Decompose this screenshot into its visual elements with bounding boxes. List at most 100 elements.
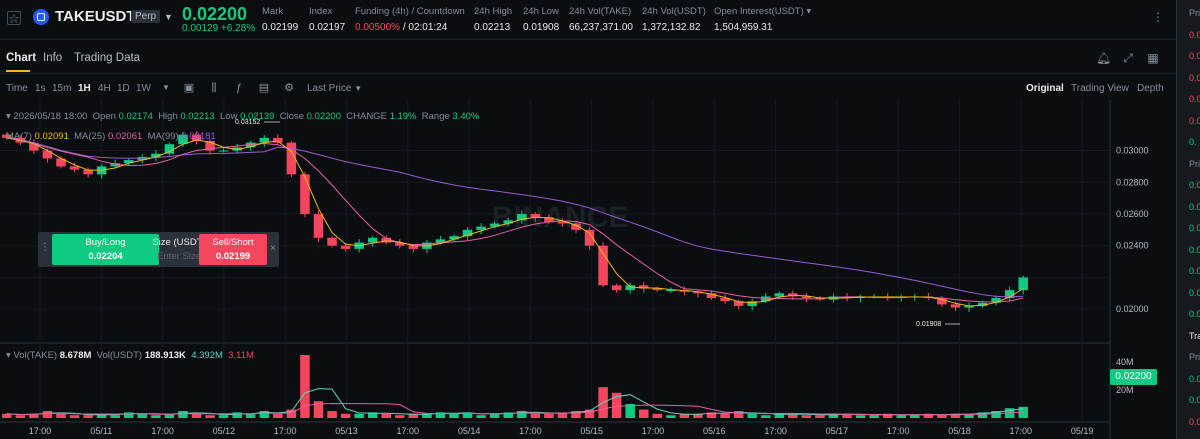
volume-bar (747, 413, 757, 418)
volume-bar (232, 412, 242, 418)
volume-bar (422, 413, 432, 418)
more-vertical-icon[interactable]: ⋮ (1152, 10, 1164, 24)
volume-bar (273, 413, 283, 418)
sell-short-button[interactable]: Sell/Short 0.02199 (199, 234, 267, 265)
orderbook-row: 0.0 (1189, 201, 1200, 212)
volume-bar (178, 411, 188, 418)
drag-handle-icon[interactable]: ⋮⋮ (40, 242, 60, 253)
orderbook-row: Tra (1189, 330, 1200, 341)
candle-body (530, 213, 541, 218)
axes: 0.03000 0.02800 0.02600 0.02400 0.02000 40M 20… (29, 146, 1149, 436)
orderbook-row: 0.0 (1189, 72, 1200, 83)
volume-bar (801, 415, 812, 418)
volume-bar (977, 412, 988, 418)
candle-body (747, 301, 757, 306)
candle-body (313, 213, 324, 238)
price-type-select[interactable]: Last Price ▼ (307, 83, 363, 94)
candle-body (110, 163, 120, 167)
volume-bar (110, 415, 120, 418)
orderbook-row: Pri (1189, 8, 1200, 18)
candle-body (286, 142, 297, 175)
orderbook-row: 0.0 (1189, 266, 1200, 276)
candle-body (151, 153, 161, 157)
candle-type-icon[interactable]: ⫼ (211, 82, 217, 94)
bullet-icon: ▾ (6, 350, 11, 361)
bell-icon[interactable]: 🔔︎ (1096, 51, 1112, 65)
candle-body (950, 304, 961, 308)
stat-open-interest[interactable]: Open Interest(USDT) ▾ 1,504,959.31 (714, 6, 811, 33)
chart-toolbar: Time 1s 15m 1H 4H 1D 1W ▼ ▣ ⫼ ƒ ▤ ⚙ Last… (0, 78, 1176, 100)
interval-1h[interactable]: 1H (78, 83, 91, 94)
size-placeholder[interactable]: Enter Size (157, 251, 201, 262)
candle-body (29, 142, 39, 151)
symbol-dropdown-chevron-icon[interactable]: ▼ (164, 12, 173, 22)
volume-bar (354, 413, 364, 418)
tab-info[interactable]: Info (43, 52, 63, 64)
orderbook-row: Pri (1189, 158, 1200, 169)
drawing-tools-icon[interactable]: ▤ (258, 82, 270, 94)
layout-grid-icon[interactable]: ▦ (1147, 51, 1159, 65)
size-input[interactable]: Size (USDT) Enter Size (152, 234, 205, 265)
funding-rate: 0.00500% (355, 22, 401, 33)
tab-trading-data[interactable]: Trading Data (74, 52, 141, 64)
stat-24h-vol-usdt: 24h Vol(USDT) 1,372,132.82 (642, 6, 706, 33)
volume-bar (300, 355, 310, 418)
tab-chart[interactable]: Chart (6, 52, 37, 64)
candle-body (259, 137, 270, 143)
buy-long-button[interactable]: Buy/Long 0.02204 (52, 234, 159, 265)
interval-15m[interactable]: 15m (52, 83, 72, 94)
orderbook-panel-edge: Pri 0.0 0.0 0.0 0.0 0.0 0. Pri 0.0 0.0 0.0 0.0 0.0 0.… (1176, 0, 1200, 439)
orderbook-row: 0.0 (1189, 287, 1200, 298)
interval-1w[interactable]: 1W (136, 83, 151, 94)
interval-4h[interactable]: 4H (98, 83, 111, 94)
stat-funding[interactable]: Funding (4h) / Countdown 0.00500% / 02:0… (355, 6, 465, 33)
expand-icon[interactable]: ⤢ (1123, 51, 1133, 65)
candlestick-chart[interactable]: BINANCE 0.03000 0.02800 0.02600 0.02400 0.02… (0, 100, 1176, 439)
candle-body (381, 237, 391, 243)
watermark: BINANCE (492, 201, 629, 234)
chart-area[interactable]: BINANCE 0.03000 0.02800 0.02600 0.02400 0.02… (0, 100, 1176, 439)
volume-bar (286, 409, 297, 418)
volume-bar (83, 415, 93, 418)
volume-bar (693, 413, 703, 418)
time-tick-label: 05/13 (335, 426, 358, 436)
view-depth[interactable]: Depth (1137, 83, 1164, 94)
volume-bar (29, 413, 39, 418)
stat-value: 0.00500% / 02:01:24 (355, 22, 465, 33)
calendar-icon[interactable]: ▣ (183, 82, 195, 94)
interval-dropdown-icon[interactable]: ▼ (162, 83, 170, 92)
volume-bar (137, 413, 148, 418)
interval-1d[interactable]: 1D (117, 83, 130, 94)
volume-bar (666, 415, 676, 418)
orderbook-row: 0.0 (1189, 94, 1200, 104)
indicators-icon[interactable]: ƒ (235, 82, 243, 94)
candle-body (760, 296, 771, 302)
orderbook-row: 0. (1189, 137, 1197, 147)
volume-bar (2, 413, 12, 418)
favorite-star-icon[interactable]: ☆ (7, 11, 21, 26)
volume-bar (327, 411, 337, 418)
interval-1s[interactable]: 1s (35, 83, 46, 94)
stat-label: 24h High (474, 6, 513, 17)
time-tick-label: 05/19 (1071, 426, 1094, 436)
candle-body (56, 158, 66, 167)
view-original[interactable]: Original (1026, 83, 1064, 94)
settings-gear-icon[interactable]: ⚙ (284, 82, 294, 94)
close-icon[interactable]: × (270, 243, 276, 254)
current-price-tag: 0.02200 (1110, 369, 1157, 385)
orderbook-row: 0.0 (1189, 180, 1200, 190)
time-tick-label: 05/18 (948, 426, 971, 436)
candle-body (557, 221, 568, 224)
chart-tabs: Chart Info Trading Data 🔔︎ ⤢ ▦ (0, 46, 1176, 74)
sell-price: 0.02199 (215, 251, 251, 262)
volume-bars (2, 355, 1028, 418)
ticker-header: ☆ TAKEUSDT Perp ▼ 0.02200 0.00129 +6.28%… (0, 0, 1176, 40)
view-trading-view[interactable]: Trading View (1071, 83, 1129, 94)
candle-body (164, 144, 175, 154)
volume-bar (56, 413, 66, 418)
candle-body (625, 285, 635, 291)
symbol-name[interactable]: TAKEUSDT (55, 8, 136, 25)
volume-bar (964, 413, 974, 418)
volume-bar (15, 415, 26, 418)
candle-body (964, 305, 974, 308)
